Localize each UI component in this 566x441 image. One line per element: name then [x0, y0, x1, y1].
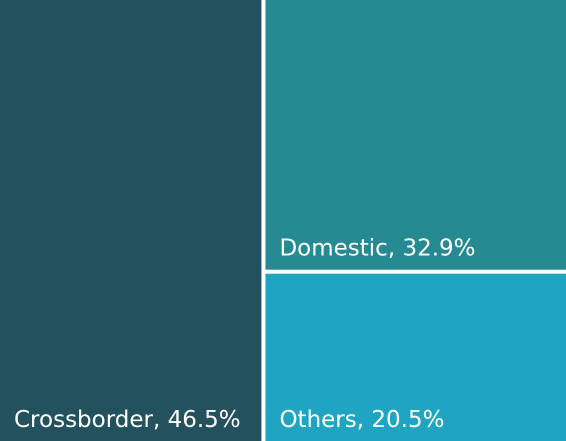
- tile: [0, 0, 262, 441]
- tile: [265, 273, 566, 441]
- tile-label: Domestic, 32.9%: [279, 236, 475, 262]
- tile-label: Crossborder, 46.5%: [14, 407, 241, 433]
- tile: [265, 0, 566, 270]
- tile-label: Others, 20.5%: [279, 407, 444, 433]
